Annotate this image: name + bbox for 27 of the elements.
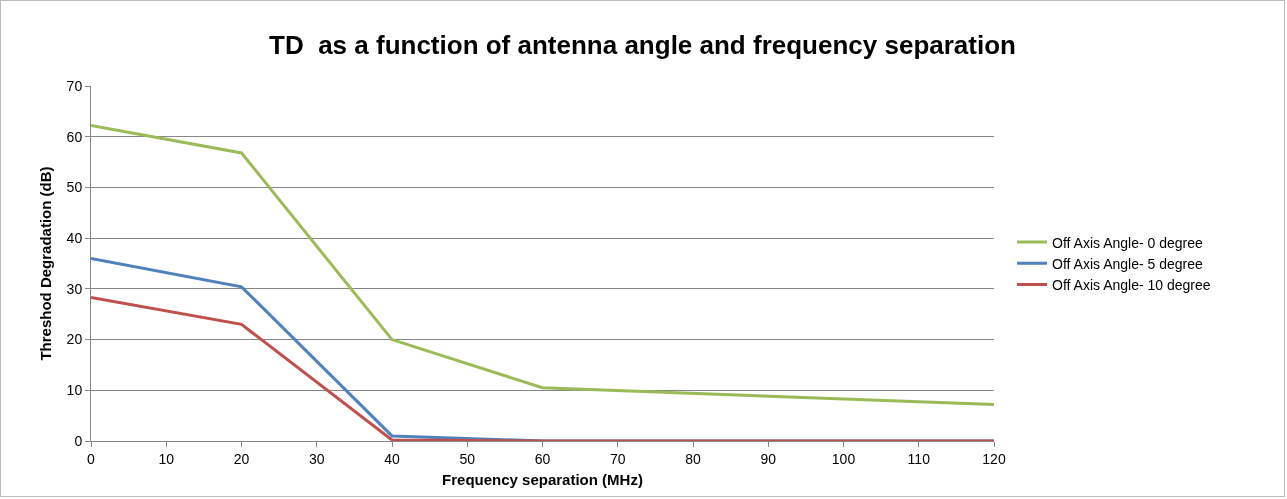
x-tick-label: 20 [233,450,250,467]
y-tick-label: 20 [66,331,83,348]
x-tick-label: 60 [534,450,551,467]
x-tick-label: 10 [158,450,175,467]
y-tick-label: 50 [66,179,83,196]
y-axis-title: Threshod Degradation (dB) [37,166,54,361]
y-tick-label: 60 [66,128,83,145]
x-tick-label: 0 [87,450,96,467]
x-tick-label: 100 [831,450,856,467]
y-tick-label: 40 [66,230,83,247]
x-tick-label: 70 [609,450,626,467]
chart-title: TD as a function of antenna angle and frequency separation [269,29,1016,60]
x-tick-label: 90 [760,450,777,467]
x-tick-label: 120 [982,450,1006,467]
x-tick-label: 50 [459,450,476,467]
y-tick-label: 70 [66,77,83,94]
x-tick-label: 30 [308,450,325,467]
x-tick-label: 40 [384,450,400,467]
x-axis-title: Frequency separation (MHz) [442,470,643,488]
legend-label: Off Axis Angle- 10 degree [1052,276,1211,293]
y-tick-label: 30 [66,280,83,297]
x-tick-label: 80 [685,450,701,467]
legend-label: Off Axis Angle- 0 degree [1052,234,1203,251]
y-tick-label: 10 [66,382,83,399]
y-tick-label: 0 [74,432,83,449]
legend-label: Off Axis Angle- 5 degree [1052,255,1203,272]
x-tick-label: 110 [907,450,931,467]
